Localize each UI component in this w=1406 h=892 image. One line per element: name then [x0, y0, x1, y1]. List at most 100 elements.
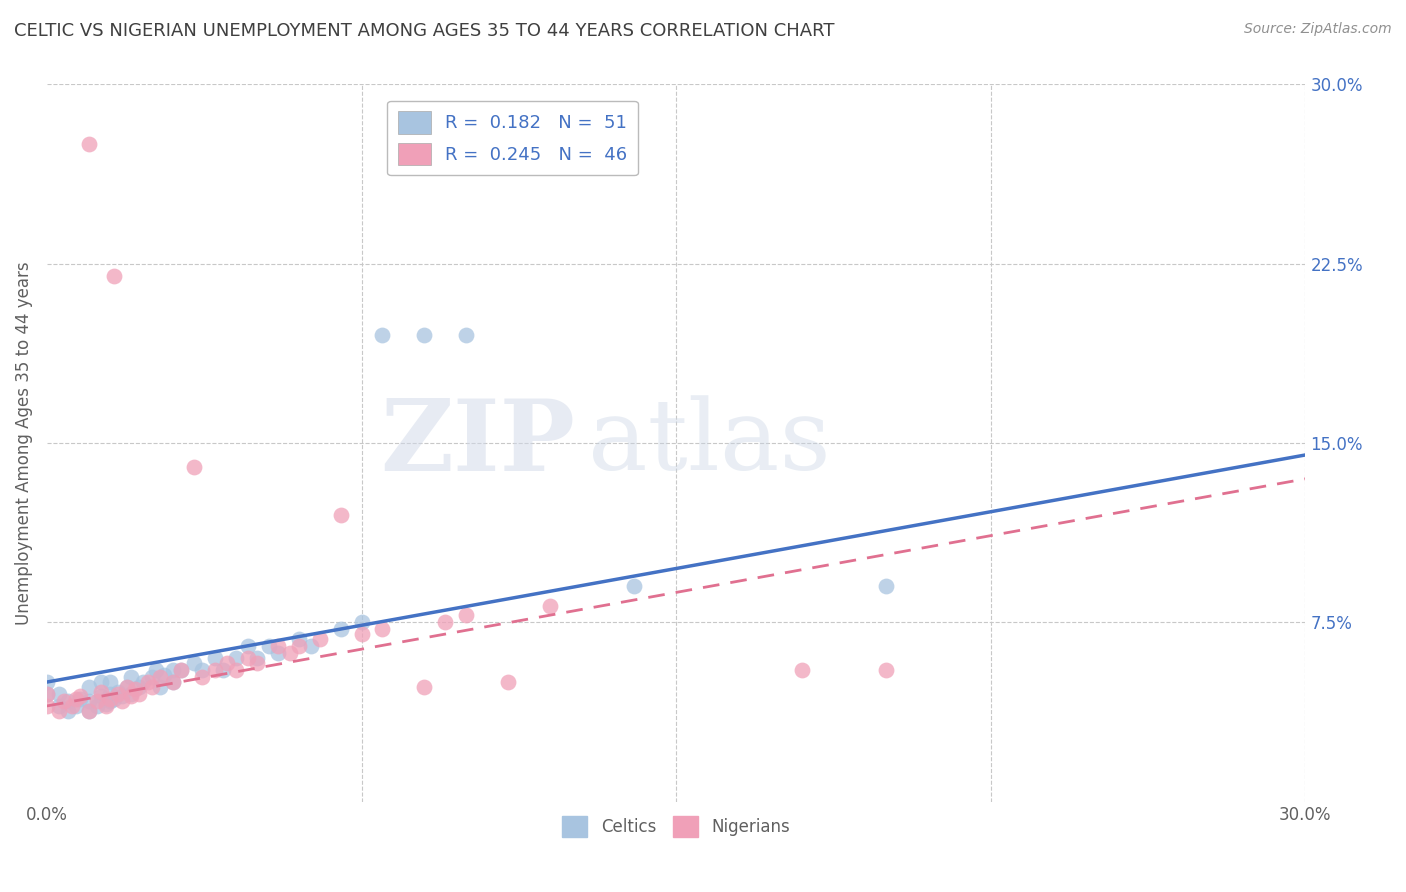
Point [98, 694, 121, 708]
Point [875, 579, 897, 593]
Point [60, 698, 83, 713]
Point [77, 704, 100, 718]
Point [225, 651, 247, 665]
Point [136, 675, 159, 690]
Point [90, 684, 112, 698]
Point [77, 694, 100, 708]
Point [225, 663, 247, 677]
Point [191, 663, 214, 677]
Point [329, 508, 352, 522]
Point [56, 694, 79, 708]
Point [238, 639, 260, 653]
Point [103, 691, 125, 706]
Point [69, 690, 91, 704]
Point [170, 663, 193, 677]
Text: atlas: atlas [588, 395, 831, 491]
Point [94, 697, 117, 711]
Point [98, 675, 121, 690]
Point [162, 663, 184, 677]
Y-axis label: Unemployment Among Ages 35 to 44 years: Unemployment Among Ages 35 to 44 years [15, 261, 32, 624]
Point [120, 690, 142, 704]
Point [299, 639, 322, 653]
Point [111, 694, 134, 708]
Point [183, 656, 205, 670]
Point [246, 651, 269, 665]
Point [90, 690, 112, 704]
Point [287, 632, 309, 646]
Point [875, 663, 897, 677]
Point [149, 680, 172, 694]
Point [623, 579, 645, 593]
Point [170, 663, 193, 677]
Point [120, 670, 142, 684]
Point [162, 675, 184, 690]
Point [308, 632, 330, 646]
Point [350, 615, 373, 630]
Point [111, 690, 134, 704]
Point [145, 663, 167, 677]
Point [48, 687, 70, 701]
Point [86, 698, 108, 713]
Point [246, 656, 269, 670]
Point [266, 639, 288, 653]
Point [434, 615, 457, 630]
Point [90, 675, 112, 690]
Point [191, 670, 214, 684]
Point [94, 698, 117, 713]
Point [103, 268, 125, 283]
Point [35, 698, 58, 713]
Point [77, 704, 100, 718]
Point [48, 704, 70, 718]
Point [56, 704, 79, 718]
Text: ZIP: ZIP [381, 394, 575, 491]
Point [238, 651, 260, 665]
Point [456, 328, 478, 343]
Point [371, 328, 394, 343]
Point [498, 675, 520, 690]
Text: Source: ZipAtlas.com: Source: ZipAtlas.com [1244, 22, 1392, 37]
Point [153, 668, 176, 682]
Point [65, 691, 87, 706]
Point [141, 670, 163, 684]
Point [350, 627, 373, 641]
Point [149, 670, 172, 684]
Point [413, 680, 436, 694]
Text: CELTIC VS NIGERIAN UNEMPLOYMENT AMONG AGES 35 TO 44 YEARS CORRELATION CHART: CELTIC VS NIGERIAN UNEMPLOYMENT AMONG AG… [14, 22, 835, 40]
Point [69, 691, 91, 706]
Point [141, 680, 163, 694]
Point [183, 459, 205, 474]
Point [257, 639, 280, 653]
Point [107, 687, 129, 701]
Point [162, 675, 184, 690]
Legend: Celtics, Nigerians: Celtics, Nigerians [555, 810, 797, 844]
Point [128, 680, 150, 694]
Point [287, 639, 309, 653]
Point [115, 680, 138, 694]
Point [65, 698, 87, 713]
Point [86, 694, 108, 708]
Point [77, 137, 100, 152]
Point [456, 608, 478, 623]
Point [278, 646, 301, 660]
Point [124, 682, 146, 697]
Point [204, 651, 226, 665]
Point [132, 675, 155, 690]
Point [77, 680, 100, 694]
Point [413, 328, 436, 343]
Point [266, 646, 288, 660]
Point [107, 684, 129, 698]
Point [35, 675, 58, 690]
Point [35, 687, 58, 701]
Point [329, 623, 352, 637]
Point [371, 623, 394, 637]
Point [538, 599, 561, 613]
Point [204, 663, 226, 677]
Point [128, 687, 150, 701]
Point [115, 680, 138, 694]
Point [52, 694, 75, 708]
Point [35, 687, 58, 701]
Point [217, 656, 239, 670]
Point [98, 687, 121, 701]
Point [48, 698, 70, 713]
Point [212, 663, 235, 677]
